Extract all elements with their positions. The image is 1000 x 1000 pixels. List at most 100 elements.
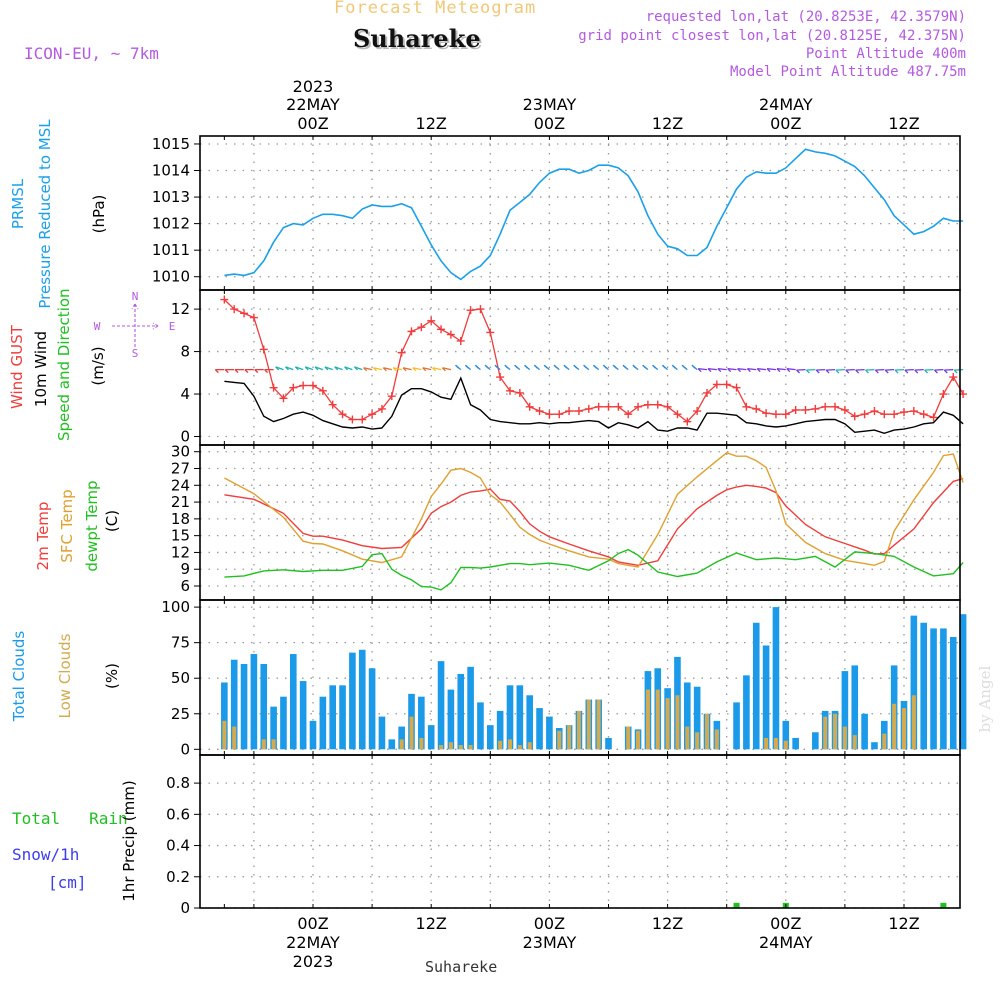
wind-direction-arrow — [737, 368, 747, 371]
precip-label-rain: Total Rain — [12, 809, 128, 828]
y-tick-label: 18 — [171, 510, 190, 528]
gust-point-marker — [565, 407, 574, 416]
wind-label-gust: Wind GUST — [8, 325, 26, 409]
compass-east-label: E — [169, 320, 176, 333]
gust-point-marker — [555, 410, 564, 419]
gust-point-marker — [220, 295, 229, 304]
wind-direction-arrowhead — [563, 364, 568, 369]
wind-direction-arrowhead — [214, 369, 219, 374]
y-tick-label: 1011 — [152, 241, 190, 259]
top-hour-label: 00Z — [770, 114, 801, 133]
gust-point-marker — [663, 402, 672, 411]
gust-point-marker — [496, 373, 505, 382]
gust-point-marker — [594, 402, 603, 411]
rain-bar — [733, 902, 740, 908]
wind-series-line — [224, 376, 964, 435]
wind-direction-arrowhead — [254, 369, 259, 374]
total-cloud-bar — [221, 682, 228, 750]
wind-direction-arrowhead — [697, 368, 702, 373]
wind-direction-arrowhead — [593, 364, 597, 369]
low-cloud-bar — [232, 726, 237, 750]
compass-north-label: N — [132, 290, 139, 303]
gust-point-marker — [732, 383, 741, 392]
wind-direction-arrowhead — [865, 369, 869, 374]
total-cloud-bar — [388, 739, 396, 750]
total-cloud-bar — [457, 673, 465, 750]
grid-point: grid point closest lon,lat (20.8125E, 42… — [578, 28, 966, 44]
top-day-label: 24MAY — [759, 95, 813, 114]
pressure-label-unit: (hPa) — [90, 194, 108, 234]
y-tick-label: 0 — [180, 428, 190, 446]
rain-bar — [940, 902, 947, 908]
gust-point-marker — [880, 410, 889, 419]
low-cloud-bar — [902, 708, 906, 750]
total-cloud-bar — [329, 685, 336, 750]
wind-label-10m: 10m Wind — [32, 330, 50, 408]
total-cloud-bar — [861, 713, 868, 750]
gust-point-marker — [831, 402, 840, 411]
gust-point-marker — [417, 323, 426, 332]
gust-point-marker — [791, 405, 800, 414]
gust-point-marker — [781, 410, 790, 419]
wind-direction-arrowhead — [632, 364, 637, 369]
wind-direction-arrowhead — [474, 364, 479, 369]
total-cloud-bar — [762, 645, 770, 750]
total-cloud-bar — [290, 654, 297, 750]
y-tick-label: 1010 — [152, 268, 190, 286]
low-cloud-bar — [705, 713, 709, 750]
clouds-label-low: Low Clouds — [56, 633, 74, 719]
low-cloud-bar — [261, 739, 266, 750]
gust-point-marker — [752, 404, 761, 413]
total-cloud-bar — [230, 659, 238, 750]
low-cloud-bar — [271, 739, 276, 750]
gust-point-marker — [377, 404, 386, 413]
total-cloud-bar — [792, 737, 799, 750]
footer-location: Suhareke — [425, 958, 498, 976]
bottom-day-label: 24MAY — [759, 933, 813, 952]
low-cloud-bar — [823, 716, 828, 750]
y-tick-label: 0.4 — [166, 837, 190, 855]
low-cloud-bar — [498, 740, 503, 750]
y-tick-label: 1012 — [152, 215, 190, 233]
precip-axis-label: 1hr Precip (mm) — [120, 780, 138, 902]
gust-point-marker — [289, 383, 298, 392]
wind-direction-arrowhead — [652, 364, 657, 369]
bottom-hour-label: 00Z — [534, 914, 565, 933]
gust-point-marker — [466, 306, 475, 315]
gust-point-marker — [604, 402, 613, 411]
total-cloud-bar — [930, 628, 937, 750]
total-cloud-bar — [772, 607, 780, 750]
low-cloud-bar — [517, 745, 522, 750]
gust-point-marker — [545, 410, 554, 419]
total-cloud-bar — [733, 702, 740, 750]
low-cloud-bar — [675, 695, 680, 750]
wind-direction-arrowhead — [746, 368, 751, 373]
total-cloud-bar — [250, 654, 258, 750]
wind-direction-arrowhead — [914, 369, 919, 374]
wind-direction-arrowhead — [924, 369, 929, 374]
total-cloud-bar — [477, 702, 484, 750]
top-day-label: 22MAY — [286, 95, 340, 114]
low-cloud-bar — [783, 740, 788, 750]
total-cloud-bar — [812, 732, 819, 750]
clouds-label-unit: (%) — [103, 663, 121, 689]
wind-direction-arrowhead — [573, 364, 578, 369]
y-tick-label: 30 — [171, 443, 190, 461]
y-tick-label: 0 — [180, 740, 190, 758]
low-cloud-bar — [764, 737, 769, 750]
gust-point-marker — [476, 305, 485, 314]
low-cloud-bar — [645, 689, 650, 750]
y-tick-label: 0 — [180, 899, 190, 917]
wind-direction-arrow — [747, 368, 757, 371]
gust-point-marker — [387, 392, 396, 401]
wind-direction-arrowhead — [543, 364, 548, 369]
gust-point-marker — [486, 328, 495, 337]
wind-direction-arrow — [383, 367, 392, 371]
wind-direction-arrowhead — [294, 366, 299, 371]
gust-point-marker — [318, 386, 327, 395]
low-cloud-bar — [833, 713, 838, 750]
wind-direction-arrowhead — [933, 369, 938, 374]
bottom-day-label: 22MAY — [286, 933, 340, 952]
gust-point-marker — [574, 407, 583, 416]
gust-point-marker — [742, 402, 751, 411]
